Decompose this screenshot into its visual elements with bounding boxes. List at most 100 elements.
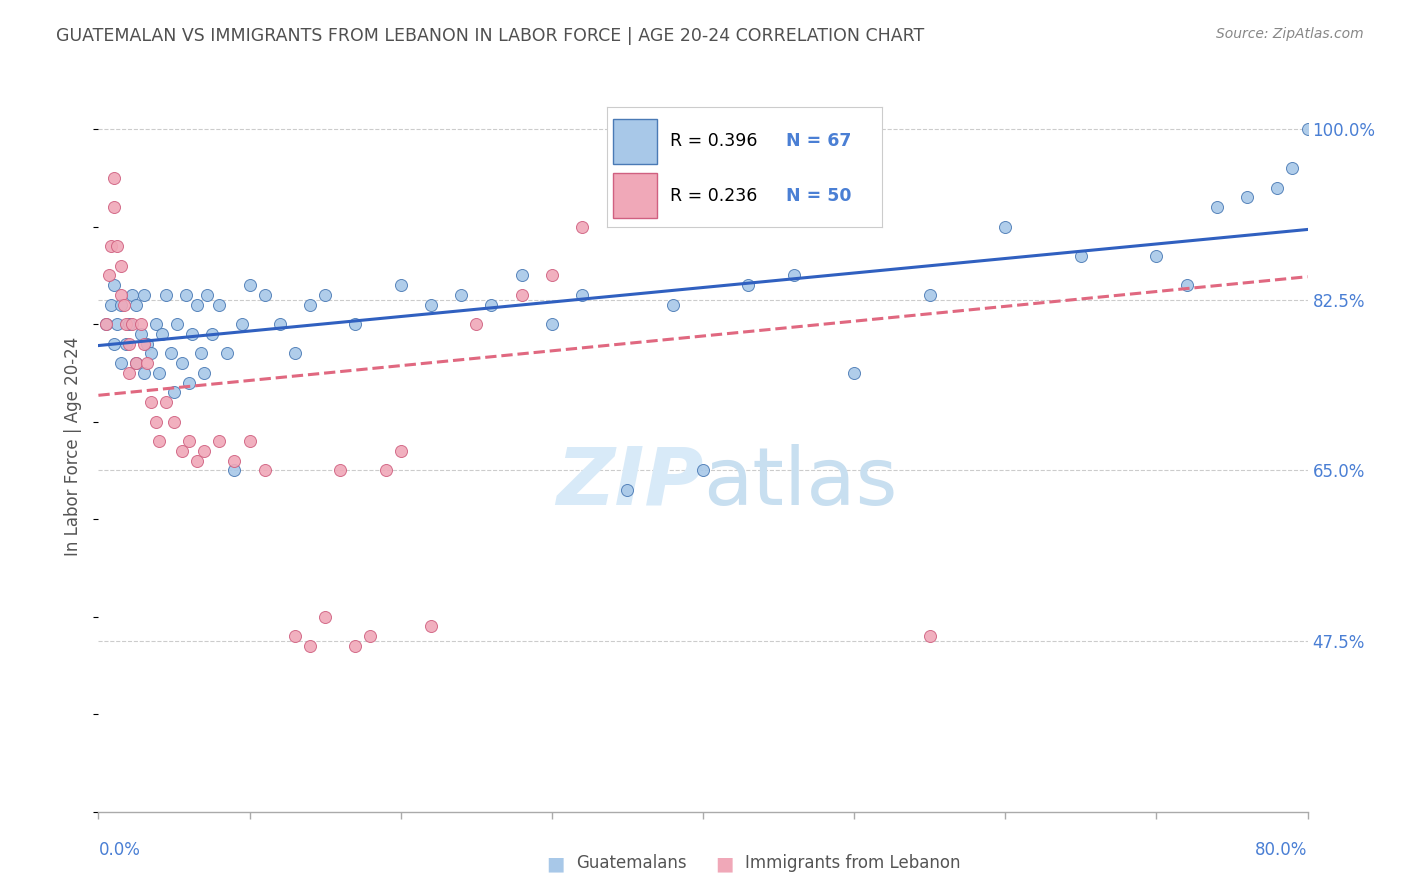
Point [110,288,132,302]
Point [662,297,685,311]
Point [692,463,714,477]
Point [374,463,396,477]
Point [193,366,215,380]
Point [1175,278,1198,293]
Point [179,434,201,449]
Point [797,151,820,165]
Point [918,288,941,302]
Point [114,317,136,331]
Point [314,609,336,624]
Point [94,317,117,331]
Point [132,336,155,351]
Point [1236,190,1258,204]
Point [299,297,322,311]
Point [284,346,307,360]
Point [420,297,443,311]
Text: Source: ZipAtlas.com: Source: ZipAtlas.com [1216,27,1364,41]
Text: Immigrants from Lebanon: Immigrants from Lebanon [745,855,960,872]
Point [195,288,218,302]
Point [540,317,562,331]
Point [616,483,638,497]
Point [481,297,503,311]
Point [166,317,188,331]
Point [110,356,132,370]
Point [181,326,204,341]
Text: ■: ■ [714,854,734,873]
Point [135,356,157,370]
Text: N = 67: N = 67 [786,132,851,151]
Point [314,288,336,302]
Point [163,385,186,400]
Point [94,317,117,331]
Point [114,336,136,351]
Point [571,288,593,302]
Point [186,297,208,311]
Point [118,317,141,331]
Point [121,317,143,331]
Point [208,434,231,449]
Text: Guatemalans: Guatemalans [576,855,688,872]
Point [132,366,155,380]
Point [125,356,148,370]
Point [239,278,262,293]
Point [155,288,177,302]
Text: R = 0.396: R = 0.396 [671,132,758,151]
Point [269,317,291,331]
Point [103,278,125,293]
Point [201,326,224,341]
Point [571,219,593,234]
Point [112,297,135,311]
Point [215,346,238,360]
Point [844,122,866,136]
Point [389,443,412,458]
Point [150,326,173,341]
Point [344,317,367,331]
Point [100,297,122,311]
Point [389,278,412,293]
Point [174,288,197,302]
Point [105,317,128,331]
Text: R = 0.236: R = 0.236 [671,186,758,204]
Point [465,317,488,331]
Point [170,356,193,370]
Point [1206,200,1229,214]
Point [129,317,152,331]
Point [329,463,352,477]
Point [132,288,155,302]
Y-axis label: In Labor Force | Age 20-24: In Labor Force | Age 20-24 [65,336,83,556]
Point [190,346,212,360]
Point [1144,249,1167,263]
Text: ZIP: ZIP [555,443,703,522]
Point [540,268,562,283]
Point [1281,161,1303,175]
Point [100,239,122,253]
Point [208,297,231,311]
Point [179,376,201,390]
Point [110,297,132,311]
Text: atlas: atlas [703,443,897,522]
Text: N = 50: N = 50 [786,186,851,204]
Point [239,434,262,449]
Point [129,326,152,341]
Point [103,336,125,351]
Point [103,200,125,214]
Point [662,161,685,175]
Point [105,239,128,253]
Point [193,443,215,458]
Point [284,629,307,643]
Point [231,317,253,331]
Point [148,434,170,449]
Point [135,336,157,351]
Point [110,259,132,273]
Point [344,639,367,653]
Point [360,629,382,643]
Point [148,366,170,380]
Point [186,453,208,467]
Point [118,366,141,380]
Point [1070,249,1092,263]
Text: GUATEMALAN VS IMMIGRANTS FROM LEBANON IN LABOR FORCE | AGE 20-24 CORRELATION CHA: GUATEMALAN VS IMMIGRANTS FROM LEBANON IN… [56,27,925,45]
Point [1296,122,1319,136]
Point [121,288,143,302]
Text: ■: ■ [546,854,565,873]
Point [224,453,246,467]
